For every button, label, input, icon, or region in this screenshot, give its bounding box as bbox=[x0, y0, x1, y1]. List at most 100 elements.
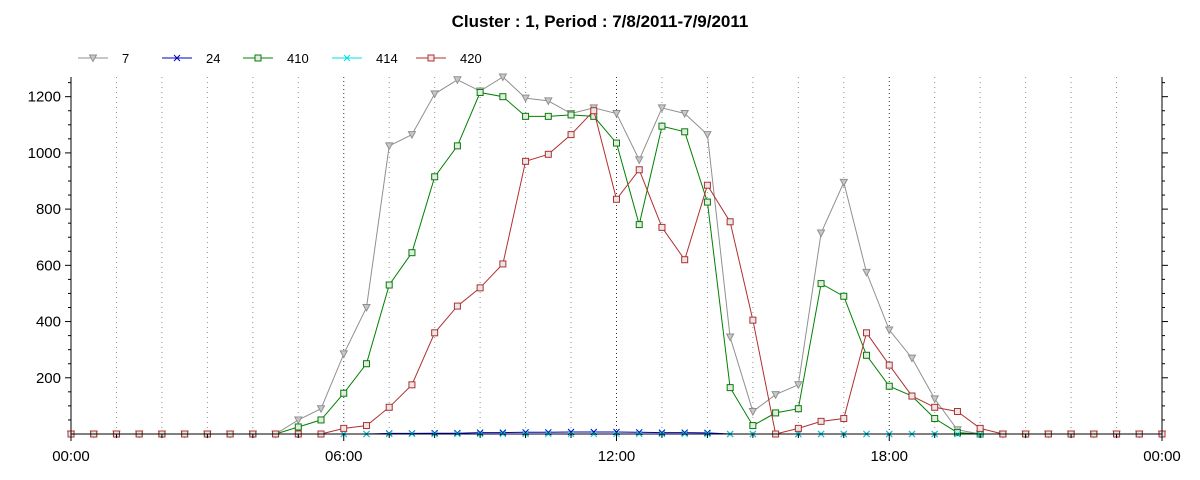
series-layer bbox=[66, 73, 1167, 439]
data-point bbox=[294, 423, 302, 431]
data-point bbox=[317, 416, 325, 424]
data-point bbox=[681, 429, 689, 436]
data-point bbox=[657, 104, 667, 113]
data-point bbox=[681, 256, 689, 264]
data-point bbox=[885, 382, 893, 390]
data-point bbox=[863, 329, 871, 337]
data-point bbox=[635, 166, 643, 174]
data-point bbox=[343, 54, 351, 62]
data-point bbox=[384, 142, 394, 151]
data-point bbox=[522, 112, 530, 120]
data-point bbox=[430, 90, 440, 99]
data-point bbox=[658, 223, 666, 231]
data-point bbox=[362, 360, 370, 368]
data-point bbox=[863, 351, 871, 359]
data-point bbox=[499, 260, 507, 268]
legend-item-420: 420 bbox=[416, 51, 482, 66]
data-point bbox=[339, 350, 349, 359]
legend-label: 410 bbox=[287, 51, 309, 66]
x-tick-label: 00:00 bbox=[52, 448, 90, 465]
data-point bbox=[931, 403, 939, 411]
data-point bbox=[817, 280, 825, 288]
axes: 200 400 600 800 1000 1200 00:00 06:00 12:00 18:00… bbox=[28, 77, 1181, 465]
data-point bbox=[749, 316, 757, 324]
legend-item-414: 414 bbox=[332, 51, 398, 66]
data-point bbox=[953, 429, 961, 437]
data-point bbox=[521, 94, 530, 103]
data-point bbox=[543, 97, 553, 106]
data-point bbox=[634, 156, 644, 165]
data-point bbox=[498, 73, 508, 82]
data-point bbox=[453, 302, 461, 310]
x-tick-label: 18:00 bbox=[870, 448, 908, 465]
series-410 bbox=[67, 88, 1166, 438]
data-point bbox=[362, 304, 371, 313]
legend-item-24: 24 bbox=[162, 51, 220, 66]
data-point bbox=[817, 417, 825, 425]
x-tick-label: 00:00 bbox=[1143, 448, 1181, 465]
data-point bbox=[930, 395, 940, 404]
x-tick-label: 06:00 bbox=[325, 448, 363, 465]
series-7 bbox=[66, 73, 1167, 439]
data-point bbox=[704, 429, 711, 437]
y-tick-label: 1200 bbox=[28, 89, 61, 106]
legend-label: 420 bbox=[460, 51, 482, 66]
data-point bbox=[840, 292, 848, 300]
x-tick-label: 12:00 bbox=[598, 448, 636, 465]
data-point bbox=[476, 429, 484, 436]
data-point bbox=[816, 229, 826, 238]
legend-label: 7 bbox=[122, 51, 129, 66]
data-point bbox=[407, 131, 417, 140]
data-point bbox=[840, 415, 848, 423]
data-point bbox=[590, 107, 598, 115]
data-point bbox=[839, 178, 849, 187]
y-tick-label: 600 bbox=[36, 257, 61, 274]
data-point bbox=[976, 424, 984, 432]
data-point bbox=[453, 142, 461, 150]
grid-lines bbox=[115, 77, 1118, 434]
data-point bbox=[385, 403, 393, 411]
data-point bbox=[476, 284, 484, 292]
data-point bbox=[635, 221, 643, 229]
data-point bbox=[726, 384, 734, 392]
data-point bbox=[522, 157, 530, 165]
legend: 7 24 410 414 420 bbox=[78, 51, 482, 66]
data-point bbox=[908, 392, 916, 400]
data-point bbox=[431, 173, 439, 181]
y-tick-label: 800 bbox=[36, 201, 61, 218]
data-point bbox=[340, 424, 348, 432]
data-point bbox=[293, 416, 303, 425]
data-point bbox=[931, 415, 939, 423]
data-point bbox=[612, 110, 621, 119]
data-point bbox=[173, 54, 181, 62]
chart-title: Cluster : 1, Period : 7/8/2011-7/9/2011 bbox=[451, 12, 749, 31]
data-point bbox=[748, 408, 758, 417]
data-point bbox=[544, 112, 552, 120]
data-point bbox=[953, 408, 961, 416]
data-point bbox=[567, 111, 575, 119]
data-point bbox=[453, 76, 462, 85]
data-point bbox=[613, 139, 620, 147]
data-point bbox=[771, 391, 780, 400]
data-point bbox=[476, 88, 484, 96]
y-tick-label: 1000 bbox=[28, 145, 61, 162]
data-point bbox=[658, 122, 666, 130]
data-point bbox=[884, 326, 894, 335]
data-point bbox=[408, 249, 416, 257]
data-point bbox=[794, 405, 802, 413]
data-point bbox=[408, 381, 416, 389]
data-point bbox=[340, 389, 348, 397]
y-tick-label: 400 bbox=[36, 314, 61, 331]
data-point bbox=[454, 429, 461, 437]
data-point bbox=[680, 110, 690, 119]
data-point bbox=[907, 354, 917, 363]
data-point bbox=[703, 131, 712, 140]
legend-label: 24 bbox=[206, 51, 220, 66]
y-tick-label: 200 bbox=[36, 370, 61, 387]
data-point bbox=[499, 93, 507, 101]
data-point bbox=[772, 409, 780, 417]
data-point bbox=[431, 429, 439, 437]
data-point bbox=[316, 405, 326, 414]
data-point bbox=[725, 333, 735, 342]
